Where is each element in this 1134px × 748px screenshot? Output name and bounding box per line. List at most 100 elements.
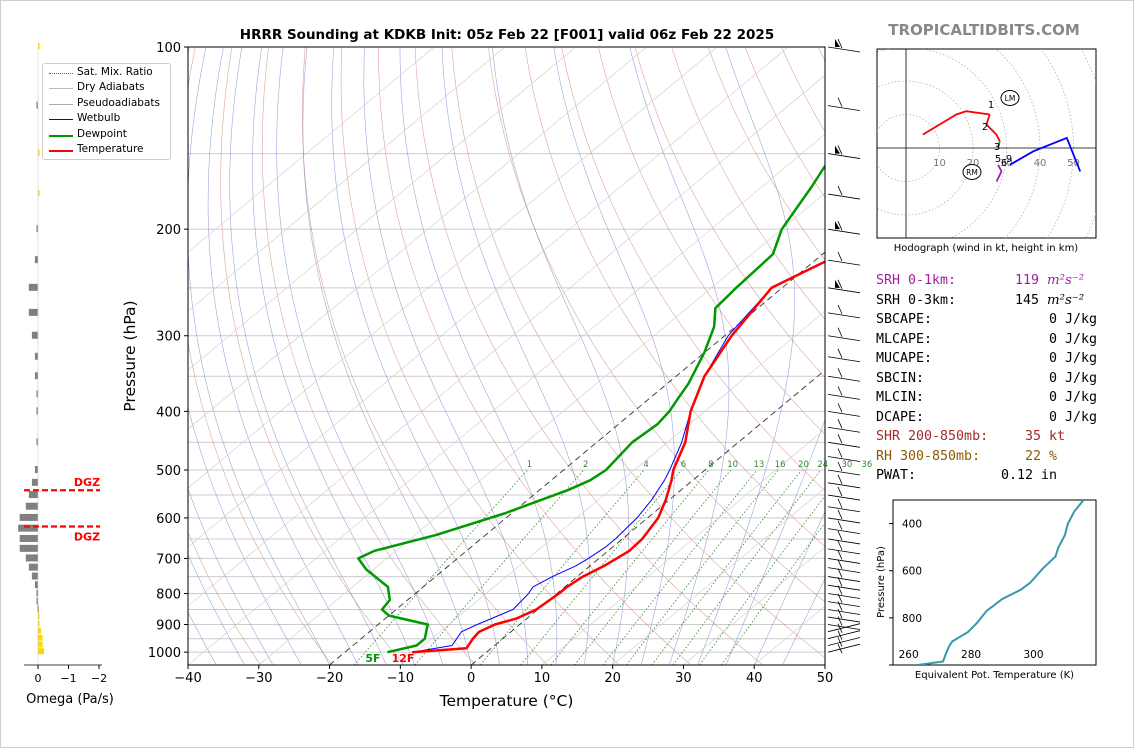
- mixing-ratio-label: 2: [583, 460, 588, 470]
- wind-barb: [827, 538, 861, 545]
- wind-barb-tick: [837, 550, 843, 560]
- omega-bar: [38, 149, 40, 156]
- pseudoadiabat: [207, 47, 359, 665]
- wind-barb: [827, 548, 861, 555]
- theta-e-x-tick-label: 300: [1024, 649, 1044, 661]
- wind-barb-tick: [837, 559, 843, 569]
- pseudoadiabat: [753, 511, 825, 665]
- hodograph-height-label: 3: [994, 142, 1000, 153]
- isotherm: [188, 47, 435, 253]
- y-tick-label: 200: [156, 223, 181, 238]
- y-tick-label: 600: [156, 512, 181, 527]
- omega-bar: [28, 491, 38, 499]
- y-tick-label: 800: [156, 588, 181, 603]
- legend-swatch: [49, 104, 73, 105]
- y-tick-label: 300: [156, 330, 181, 345]
- theta-e-x-axis-label: Equivalent Pot. Temperature (K): [915, 670, 1074, 681]
- wind-barb-tick: [837, 623, 843, 633]
- omega-tick-label: 0: [35, 672, 42, 685]
- storm-motion-label: RM: [966, 168, 978, 177]
- legend-item: Dewpoint: [77, 128, 127, 140]
- legend-item: Temperature: [77, 143, 144, 155]
- stat-srh-0-3km: SRH 0-3km: 145 m²s⁻²: [876, 291, 1097, 311]
- hodograph-trace: [1009, 136, 1082, 172]
- mixing-ratio-label: 10: [727, 460, 738, 470]
- wind-barb-tick: [837, 419, 843, 429]
- stat-label: DCAPE:: [876, 409, 925, 425]
- mixing-ratio-label: 13: [754, 460, 765, 470]
- stat-unit: m²s⁻²: [1047, 292, 1085, 308]
- theta-e-x-tick-label: 260: [899, 649, 919, 661]
- wind-barb: [827, 105, 861, 112]
- wind-barb-tick: [837, 486, 843, 497]
- x-tick-label: 0: [467, 671, 475, 686]
- mixing-ratio-line: [721, 522, 825, 665]
- stat-value: 22: [1024, 448, 1041, 464]
- stat-mlcape: MLCAPE: 0 J/kg: [876, 330, 1097, 350]
- wind-barb-tick: [837, 368, 843, 378]
- pseudoadiabat: [252, 47, 415, 665]
- pseudoadiabat: [441, 47, 591, 665]
- wind-barb-tick: [837, 530, 843, 541]
- legend: Sat. Mix. Ratio Dry Adiabats Pseudoadiab…: [42, 63, 171, 160]
- wind-barb: [827, 517, 861, 524]
- theta-e-y-tick-label: 400: [902, 519, 922, 531]
- surface-dewpoint-label: 5F: [365, 652, 380, 665]
- wind-barb: [827, 630, 861, 640]
- mixing-ratio-label: 1: [527, 460, 532, 470]
- wind-barb-tick: [837, 145, 843, 155]
- wind-barb-flag: [835, 39, 840, 47]
- wind-barb-tick: [837, 251, 843, 262]
- y-tick-label: 900: [156, 618, 181, 633]
- brand-watermark: TROPICALTIDBITS.COM: [888, 21, 1080, 39]
- wind-barb: [827, 576, 861, 582]
- wind-barb-tick: [837, 185, 843, 196]
- pseudoadiabat: [188, 611, 217, 665]
- legend-swatch: [49, 73, 73, 74]
- mixing-ratio-line: [651, 469, 802, 665]
- mixing-ratio-label: 24: [817, 460, 828, 470]
- isotherm: [541, 428, 825, 665]
- wind-barb: [827, 558, 861, 564]
- omega-bar: [36, 407, 38, 415]
- isotherm: [188, 74, 825, 607]
- pseudoadiabat: [363, 47, 528, 665]
- omega-bar: [38, 620, 40, 627]
- omega-bar: [28, 563, 38, 571]
- storm-motion-marker: [962, 164, 982, 180]
- stat-label: PWAT:: [876, 468, 917, 483]
- stat-sbcape: SBCAPE: 0 J/kg: [876, 310, 1097, 330]
- hodograph-trace: [922, 110, 990, 136]
- omega-bar: [31, 331, 38, 339]
- omega-bar: [36, 589, 38, 597]
- pseudoadiabat: [331, 47, 500, 665]
- x-tick-label: 10: [534, 671, 551, 686]
- wind-barb: [827, 456, 861, 462]
- wind-barb: [827, 643, 861, 653]
- hodograph-ring-label: 50: [1067, 158, 1080, 169]
- omega-bar: [18, 524, 38, 532]
- omega-bar: [38, 190, 40, 197]
- wind-barb: [827, 356, 861, 363]
- y-tick-label: 1000: [148, 646, 181, 661]
- wind-barb: [827, 584, 861, 591]
- mixing-ratio-line: [626, 469, 779, 665]
- mixing-ratio-label: 30: [841, 460, 852, 470]
- isotherm: [188, 47, 718, 489]
- mixing-ratio-line: [479, 469, 645, 665]
- dry-adiabat: [598, 47, 825, 435]
- stat-value: 35: [1024, 429, 1041, 444]
- x-tick-label: 30: [675, 671, 692, 686]
- pseudoadiabat: [188, 47, 302, 665]
- wind-barb-tick: [837, 520, 843, 530]
- wind-barb-tick: [837, 593, 843, 603]
- pseudoadiabat: [188, 487, 274, 665]
- mixing-ratio-line: [520, 469, 682, 665]
- wind-barb-tick: [837, 637, 843, 647]
- omega-bar: [34, 372, 38, 380]
- stat-unit: in: [1041, 468, 1058, 483]
- wind-barb: [827, 528, 861, 535]
- wind-barb-tick: [837, 601, 843, 611]
- stat-pwat: PWAT: 0.12 in: [876, 466, 1097, 486]
